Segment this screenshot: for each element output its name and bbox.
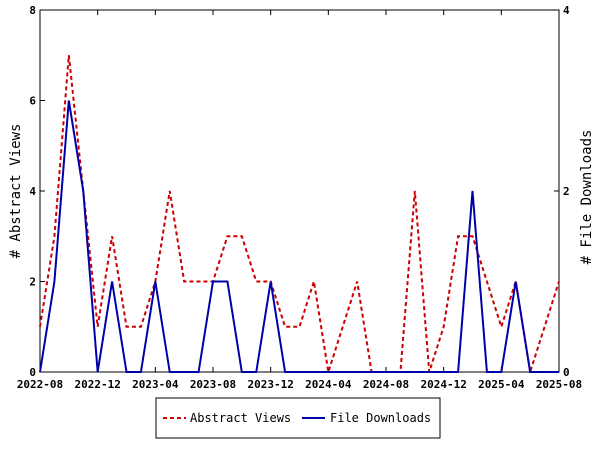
x-tick-label: 2024-08 xyxy=(363,378,409,391)
x-tick-label: 2024-12 xyxy=(420,378,466,391)
legend-box xyxy=(155,397,441,439)
x-tick-label: 2025-08 xyxy=(536,378,582,391)
left-tick-label: 2 xyxy=(29,276,36,289)
x-tick-label: 2025-04 xyxy=(478,378,525,391)
right-axis-title: # File Downloads xyxy=(579,130,595,265)
left-axis-title: # Abstract Views xyxy=(8,124,24,259)
x-tick-label: 2022-08 xyxy=(17,378,63,391)
series-line-file-downloads xyxy=(39,100,559,373)
series-layer xyxy=(39,55,560,373)
right-tick-label: 0 xyxy=(563,366,570,379)
legend: Abstract Views File Downloads xyxy=(155,397,441,439)
legend-label-file-downloads: File Downloads xyxy=(330,411,431,425)
left-tick-label: 4 xyxy=(29,185,36,198)
x-tick-label: 2023-08 xyxy=(190,378,236,391)
series-line-abstract-views xyxy=(39,55,560,373)
left-tick-label: 8 xyxy=(29,4,36,17)
x-tick-label: 2024-04 xyxy=(305,378,352,391)
left-tick-label: 6 xyxy=(29,95,36,108)
x-axis-ticks: 2022-08 2022-12 2023-04 2023-08 2023-12 2024-… xyxy=(17,10,582,391)
x-tick-label: 2022-12 xyxy=(74,378,120,391)
x-tick-label: 2023-12 xyxy=(247,378,293,391)
legend-label-abstract-views: Abstract Views xyxy=(190,411,291,425)
right-tick-label: 2 xyxy=(563,185,570,198)
right-tick-label: 4 xyxy=(563,4,570,17)
left-tick-label: 0 xyxy=(29,366,36,379)
x-tick-label: 2023-04 xyxy=(132,378,179,391)
